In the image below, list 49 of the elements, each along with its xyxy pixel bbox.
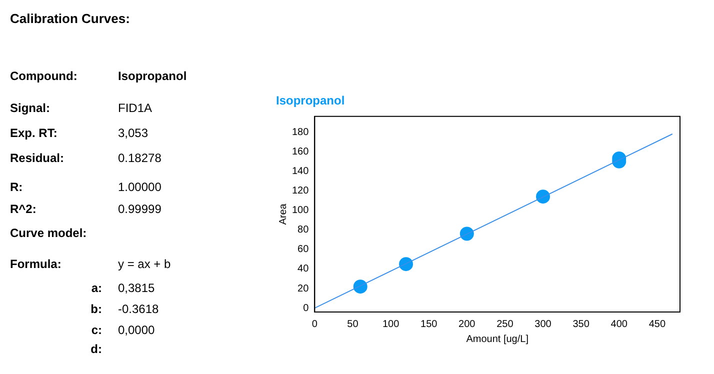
text: 0,0000	[118, 323, 155, 337]
x-tick-label: 150	[420, 318, 438, 330]
y-axis-title: Area	[278, 203, 289, 225]
text: Compound:	[10, 69, 78, 83]
y-tick-label: 60	[298, 244, 310, 256]
text: 3,053	[118, 126, 148, 140]
chart-title: Isopropanol	[276, 94, 345, 108]
text: FID1A	[118, 101, 152, 115]
x-tick-label: 350	[572, 318, 590, 330]
x-tick-label: 450	[648, 318, 666, 330]
text: Isopropanol	[118, 69, 187, 83]
x-tick-label: 0	[312, 318, 318, 330]
x-tick-label: 400	[610, 318, 628, 330]
y-tick-label: 0	[303, 302, 310, 314]
point	[353, 280, 368, 294]
x-axis-title: Amount [ug/L]	[466, 334, 529, 345]
point	[536, 190, 550, 204]
text: Formula:	[10, 257, 62, 271]
text: R:	[10, 180, 23, 194]
x-tick-label: 100	[382, 318, 400, 330]
point	[460, 226, 474, 241]
text: b:	[90, 302, 102, 316]
text: 0.99999	[118, 202, 162, 216]
text: Calibration Curves:	[10, 11, 130, 26]
text: Exp. RT:	[10, 126, 58, 140]
text: Signal:	[10, 101, 50, 115]
text: d:	[90, 342, 102, 356]
text: c:	[90, 323, 102, 337]
x-tick-label: 300	[534, 318, 552, 330]
x-tick-label: 50	[347, 318, 359, 330]
y-tick-label: 40	[298, 264, 310, 275]
text: -0.3618	[118, 302, 159, 316]
text: a:	[90, 281, 102, 295]
text: Curve model:	[10, 226, 87, 240]
y-tick-label: 180	[292, 126, 310, 138]
text: 0.18278	[118, 151, 162, 165]
y-tick-label: 140	[292, 166, 310, 177]
y-tick-label: 160	[292, 146, 310, 158]
x-tick-label: 250	[496, 318, 514, 330]
text: y = ax + b	[118, 257, 171, 271]
text: 1.00000	[118, 180, 162, 194]
text: R^2:	[10, 202, 36, 216]
y-tick-label: 20	[298, 283, 310, 294]
y-tick-label: 100	[292, 205, 310, 216]
y-tick-label: 80	[298, 224, 310, 236]
x-tick-label: 200	[458, 318, 476, 330]
text: 0,3815	[118, 281, 155, 295]
y-tick-label: 120	[292, 185, 310, 196]
text: Residual:	[10, 151, 64, 165]
